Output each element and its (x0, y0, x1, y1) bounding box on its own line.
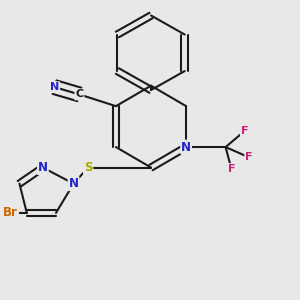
Text: N: N (69, 177, 79, 190)
Text: F: F (228, 164, 235, 174)
Text: N: N (38, 161, 48, 174)
Text: F: F (245, 152, 253, 162)
Text: F: F (241, 126, 248, 136)
Text: C: C (75, 89, 83, 99)
Text: N: N (181, 141, 191, 154)
Text: N: N (50, 82, 59, 92)
Text: S: S (84, 161, 92, 174)
Text: Br: Br (3, 206, 18, 219)
